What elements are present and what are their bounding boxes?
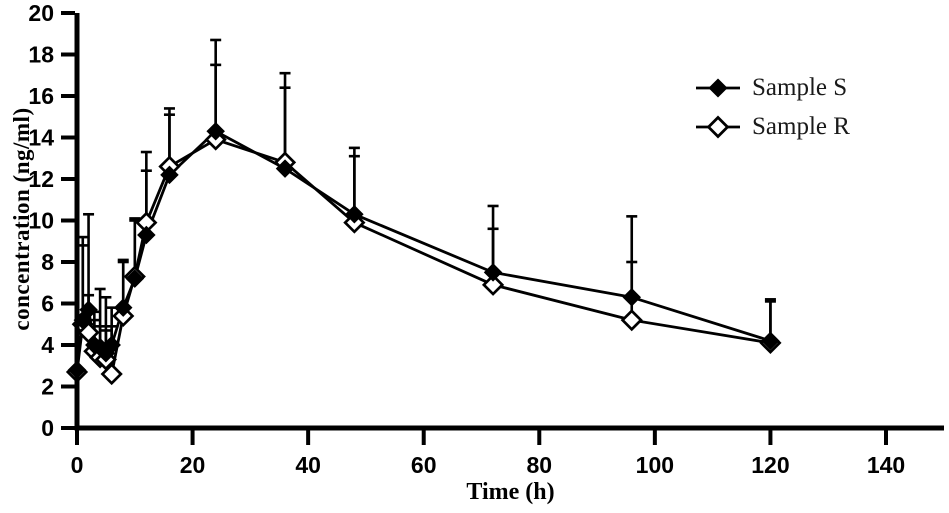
legend-item-sample-s: Sample S [694,68,850,107]
data-point-sample-s [206,122,225,141]
y-tick-label: 8 [41,249,54,275]
filled-diamond-icon [696,77,740,98]
data-point-sample-s [761,331,780,351]
y-tick-label: 12 [28,166,54,192]
x-tick-label: 120 [751,452,789,478]
y-tick-label: 20 [28,0,54,26]
data-point-sample-s [113,298,133,317]
y-tick-label: 6 [41,291,54,317]
x-tick-label: 0 [71,452,84,478]
x-tick-label: 100 [636,452,674,478]
data-point-sample-s [275,159,295,178]
y-axis-title: concentration (ng/ml) [9,107,34,331]
data-point-sample-s [125,269,145,288]
y-tick-label: 2 [41,374,54,400]
data-point-sample-s [622,288,642,307]
y-tick-label: 14 [28,125,54,151]
y-tick-label: 18 [28,42,54,68]
legend-item-sample-r: Sample R [694,107,850,146]
legend-label-sample-s: Sample S [752,73,848,101]
data-point-sample-s [483,263,503,282]
x-tick-label: 40 [295,452,321,478]
series-line-sample-s [75,129,771,371]
open-diamond-icon [696,115,740,138]
data-point-sample-r [100,362,123,386]
data-point-sample-r [481,273,505,296]
legend-label-sample-r: Sample R [752,112,850,140]
x-tick-label: 80 [526,452,552,478]
series-line-sample-r [75,138,771,376]
x-tick-label: 60 [411,452,437,478]
data-point-sample-s [345,205,364,224]
data-point-sample-r [620,308,643,332]
y-tick-label: 16 [28,83,54,109]
x-tick-label: 140 [867,452,905,478]
x-tick-label: 20 [180,452,206,478]
y-tick-label: 0 [41,415,54,441]
y-tick-label: 4 [41,332,54,358]
data-point-sample-s [79,300,98,319]
y-tick-label: 10 [28,208,54,234]
x-axis-title: Time (h) [466,479,555,505]
data-point-sample-s [102,335,121,355]
data-point-sample-s [137,225,156,245]
data-point-sample-s [160,165,179,185]
legend: Sample S Sample R [694,68,850,146]
